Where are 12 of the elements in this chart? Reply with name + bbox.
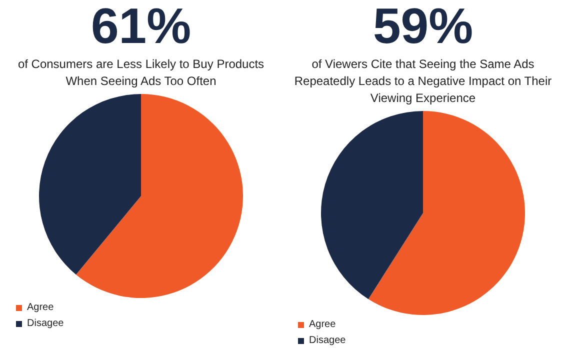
pie-slice — [321, 111, 423, 300]
pie-slice — [368, 111, 525, 315]
pie-slice — [76, 94, 243, 298]
legend-label: Agree — [309, 319, 336, 330]
chart-subtitle: of Viewers Cite that Seeing the Same Ads Repeatedly Leads to a Negative Impact on Their Viewing Experience — [294, 57, 552, 105]
legend-label: Agree — [27, 302, 54, 313]
legend-label: Disagee — [27, 318, 64, 329]
pie-slice — [39, 94, 141, 275]
legend-label: Disagee — [309, 335, 346, 346]
chart-title: 61% — [90, 0, 192, 54]
chart-subtitle: of Consumers are Less Likely to Buy Products When Seeing Ads Too Often — [18, 57, 264, 88]
chart-title: 59% — [372, 0, 474, 54]
